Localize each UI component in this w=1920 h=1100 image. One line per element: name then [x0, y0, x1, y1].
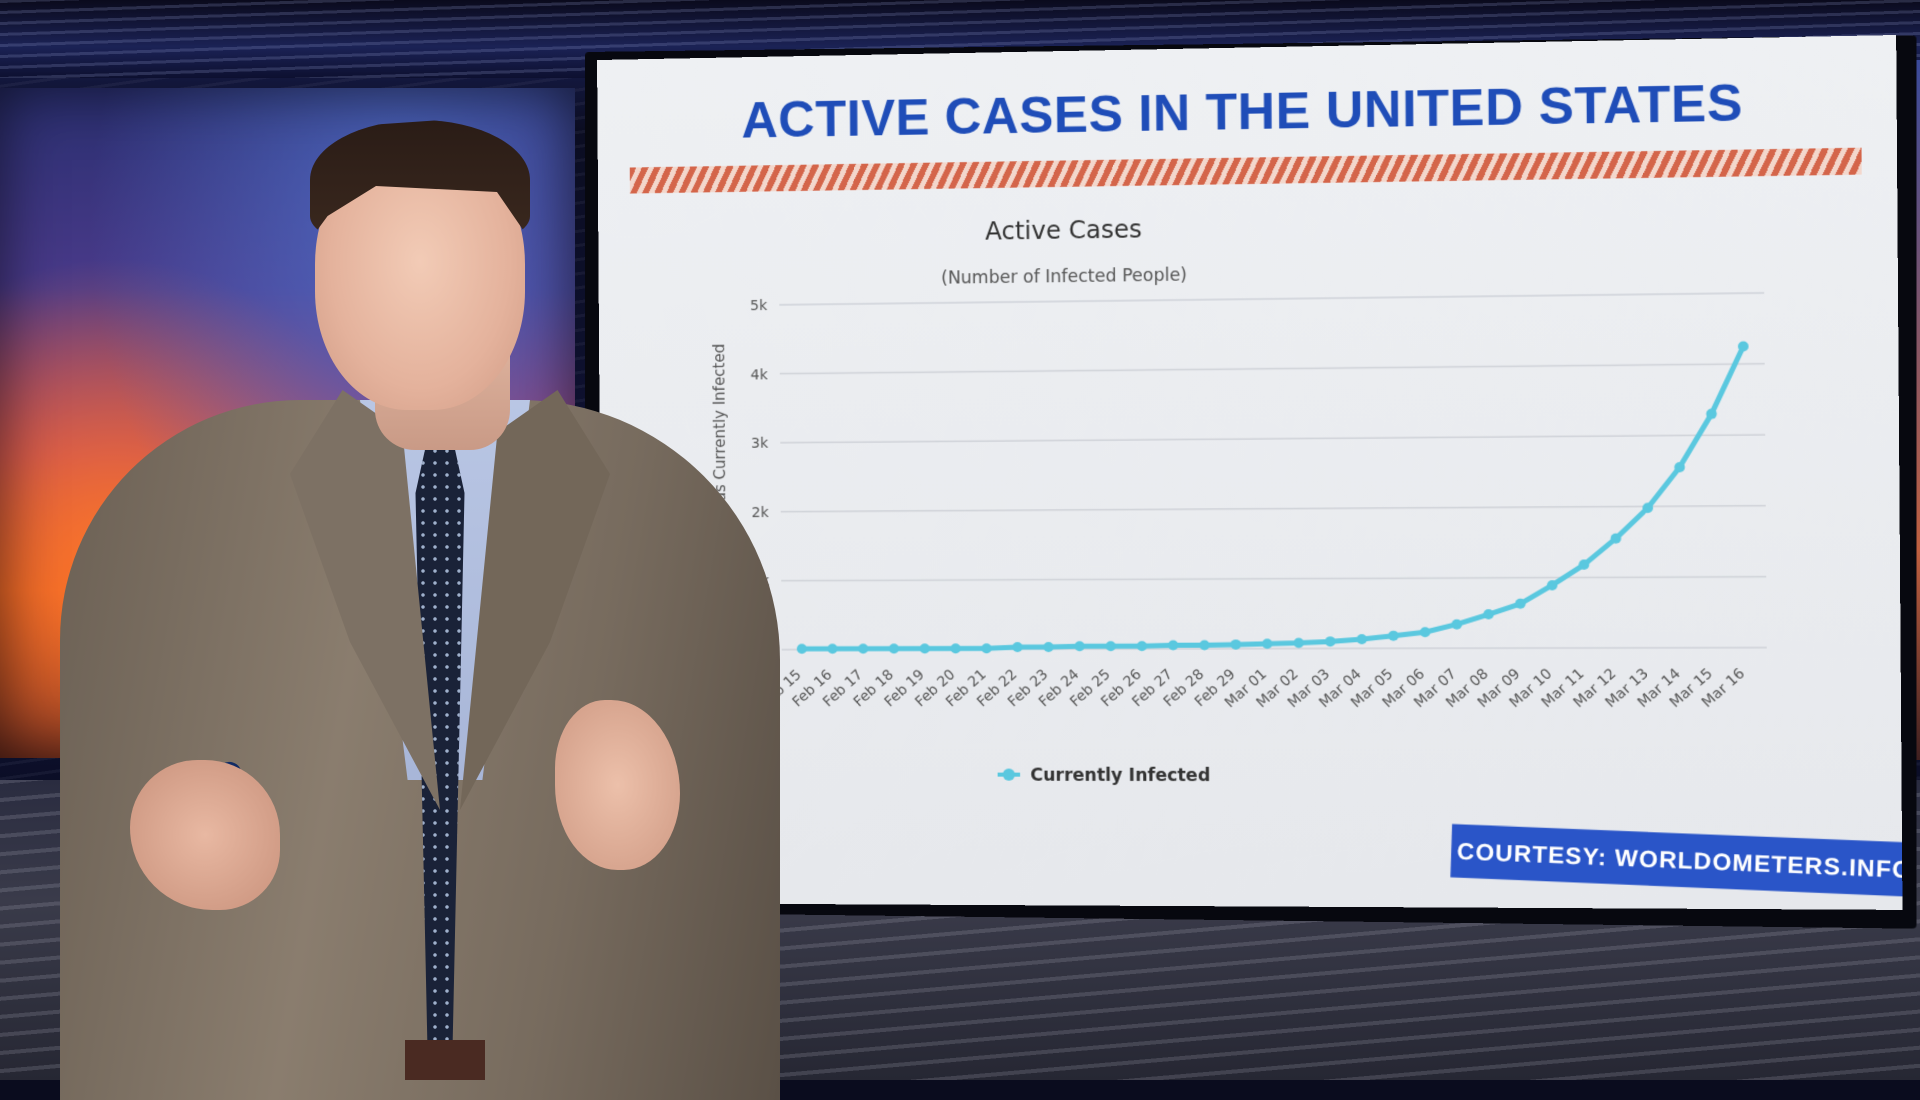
presenter-belt	[405, 1040, 485, 1080]
data-point[interactable]	[1325, 636, 1335, 646]
y-tick-label: 3k	[751, 436, 769, 452]
grid-line	[780, 435, 1765, 443]
y-tick-label: 2k	[751, 505, 769, 521]
data-point[interactable]	[1515, 599, 1526, 609]
data-point[interactable]	[1579, 560, 1590, 570]
grid-lines	[779, 293, 1766, 650]
data-point[interactable]	[1074, 641, 1084, 651]
data-point[interactable]	[1483, 609, 1494, 619]
data-point[interactable]	[1357, 634, 1367, 644]
data-point[interactable]	[1452, 619, 1463, 629]
chart-title: Active Cases	[985, 215, 1142, 246]
data-point[interactable]	[827, 644, 837, 654]
y-tick-label: 4k	[750, 367, 768, 383]
data-point[interactable]	[950, 644, 960, 654]
data-point[interactable]	[1611, 533, 1622, 543]
data-point[interactable]	[1642, 503, 1653, 513]
data-point[interactable]	[1420, 627, 1431, 637]
chart-subtitle: (Number of Infected People)	[941, 265, 1187, 288]
data-point[interactable]	[1106, 641, 1116, 651]
data-point[interactable]	[1547, 580, 1558, 590]
data-point[interactable]	[1137, 641, 1147, 651]
data-point[interactable]	[1738, 341, 1749, 351]
chart-legend[interactable]: Currently Infected	[998, 765, 1211, 786]
data-point[interactable]	[1262, 639, 1272, 649]
data-point[interactable]	[1293, 638, 1303, 648]
data-point[interactable]	[1706, 409, 1717, 419]
grid-line	[779, 293, 1764, 305]
series-currently-infected	[795, 341, 1751, 654]
data-point[interactable]	[920, 644, 930, 654]
x-tick-labels: Feb 15Feb 16Feb 17Feb 18Feb 19Feb 20Feb …	[759, 665, 1749, 711]
data-point[interactable]	[889, 644, 899, 654]
data-point[interactable]	[1199, 640, 1209, 650]
data-point[interactable]	[797, 644, 807, 654]
data-point[interactable]	[1231, 639, 1241, 649]
legend-label-currently-infected: Currently Infected	[1030, 766, 1210, 787]
active-cases-chart: Active Cases (Number of Infected People)…	[597, 35, 1902, 910]
legend-marker	[1003, 769, 1015, 781]
y-tick-label: 5k	[750, 298, 768, 314]
grid-line	[780, 364, 1765, 374]
grid-line	[781, 577, 1766, 581]
data-point[interactable]	[1388, 631, 1399, 641]
data-point[interactable]	[1012, 642, 1022, 652]
data-point[interactable]	[1168, 640, 1178, 650]
monitor-screen: ACTIVE CASES IN THE UNITED STATES Active…	[597, 35, 1902, 910]
data-point[interactable]	[1043, 642, 1053, 652]
grid-line	[781, 506, 1766, 512]
data-point[interactable]	[981, 643, 991, 653]
data-point[interactable]	[1674, 462, 1685, 472]
series-line	[800, 346, 1746, 649]
data-point[interactable]	[858, 644, 868, 654]
